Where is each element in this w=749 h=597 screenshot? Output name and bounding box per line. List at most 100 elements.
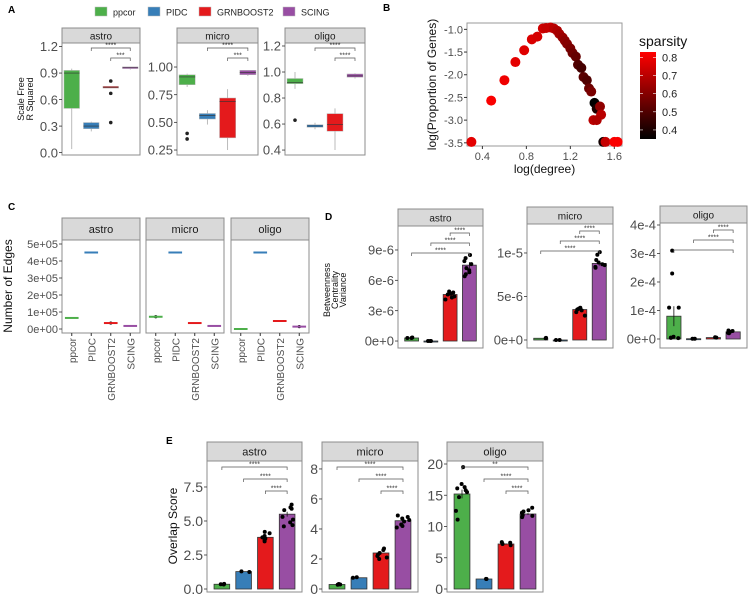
facet-panel	[526, 223, 614, 349]
data-point	[670, 248, 675, 253]
significance-label: ****	[501, 474, 512, 481]
data-point	[376, 552, 381, 557]
facet-title: micro	[357, 447, 384, 459]
y-tick-label: 3e+05	[27, 273, 58, 285]
y-tick-label: 0.6	[40, 92, 58, 107]
significance-bracket	[579, 230, 600, 234]
y-tick-label: 3e-4	[630, 246, 656, 261]
x-tick-label: ppcor	[68, 337, 79, 363]
data-point	[384, 555, 389, 560]
scatter-point	[576, 62, 587, 73]
data-point	[462, 259, 467, 264]
data-point	[221, 582, 226, 587]
outlier-point	[108, 120, 113, 125]
data-point	[463, 272, 468, 277]
facet-title: oligo	[314, 32, 336, 43]
y-tick-label: 1.0	[263, 65, 281, 80]
significance-bracket	[243, 478, 288, 482]
data-point	[453, 508, 458, 513]
y-tick-label: 0	[435, 581, 443, 597]
bar-scing	[519, 513, 537, 590]
x-tick-label: SCING	[126, 338, 137, 370]
legend-swatch-scing	[282, 6, 296, 17]
facet-panel	[321, 460, 419, 593]
bar-grnboost2	[497, 543, 515, 590]
y-axis-label: Scale Free	[16, 77, 26, 121]
data-point	[462, 485, 467, 490]
data-point	[582, 313, 587, 318]
y-axis-label: R Squared	[25, 77, 35, 120]
significance-bracket	[110, 57, 131, 61]
data-point	[725, 330, 730, 335]
scatter-point	[595, 101, 606, 112]
facet-title: oligo	[258, 224, 281, 236]
data-point	[596, 260, 601, 265]
data-point	[557, 337, 562, 342]
significance-bracket	[207, 47, 249, 51]
y-tick-label: 2	[310, 551, 318, 567]
significance-bracket	[449, 232, 470, 236]
facet-title: astro	[429, 214, 452, 225]
legend-label-grnboost2: GRNBOOST2	[217, 8, 274, 18]
scatter-point	[581, 75, 592, 86]
box-pidc	[83, 122, 100, 129]
data-point	[289, 506, 294, 511]
scatter-point	[570, 51, 581, 62]
significance-bracket	[380, 490, 404, 494]
significance-bracket	[673, 249, 734, 253]
significance-bracket	[713, 229, 734, 233]
data-point	[594, 257, 599, 262]
data-point	[530, 513, 535, 518]
data-point	[451, 290, 456, 295]
x-tick-label: SCING	[295, 338, 306, 370]
data-point	[526, 508, 531, 513]
y-tick-label: 0.3	[40, 119, 58, 134]
facet-title: oligo	[483, 447, 506, 459]
y-tick-label: 0e+0	[627, 332, 656, 347]
y-tick-label: -2.0	[444, 70, 463, 82]
y-tick-label: 2e-4	[630, 275, 656, 290]
facet-panel	[230, 239, 310, 334]
data-point	[290, 523, 295, 528]
y-tick-label: 0.6	[263, 117, 281, 132]
data-point	[593, 264, 598, 269]
scatter-point	[510, 57, 521, 68]
data-point	[499, 540, 504, 545]
facet-title: micro	[205, 32, 230, 43]
data-point	[405, 514, 410, 519]
data-point	[508, 540, 513, 545]
data-point	[394, 525, 399, 530]
data-point	[288, 520, 293, 525]
y-axis-label: Centrality	[330, 270, 340, 309]
facet-panel	[659, 222, 748, 349]
y-tick-label: 1e-4	[630, 303, 656, 318]
data-point	[544, 335, 549, 340]
y-tick-label: 20	[427, 456, 443, 472]
data-point	[670, 271, 675, 276]
data-point	[530, 505, 535, 510]
bar-grnboost2	[257, 536, 274, 590]
data-point	[455, 517, 460, 522]
data-point	[690, 336, 695, 341]
significance-label: ***	[234, 53, 242, 60]
y-tick-label: 1.00	[148, 60, 173, 75]
significance-label: ****	[105, 43, 116, 50]
significance-label: ****	[387, 486, 398, 493]
x-tick-label: PIDC	[256, 338, 267, 362]
significance-label: ****	[222, 43, 233, 50]
significance-label: ****	[260, 474, 271, 481]
bar-ppcor	[453, 493, 471, 590]
y-tick-label: 0e+00	[27, 324, 58, 336]
colorbar-tick-label: 0.6	[662, 89, 677, 101]
outlier-point	[185, 137, 189, 141]
x-tick-label: 1.2	[563, 151, 578, 163]
scatter-point	[612, 136, 623, 147]
facet-title: astro	[89, 224, 113, 236]
panel-label: D	[325, 212, 332, 223]
y-tick-label: 0.0	[184, 581, 204, 597]
y-tick-label: 1e-5	[497, 246, 523, 261]
legend-label-pidc: PIDC	[166, 8, 188, 18]
x-tick-label: GRNBOOST2	[276, 338, 287, 401]
bar-pidc	[350, 577, 368, 590]
data-point	[400, 523, 405, 528]
